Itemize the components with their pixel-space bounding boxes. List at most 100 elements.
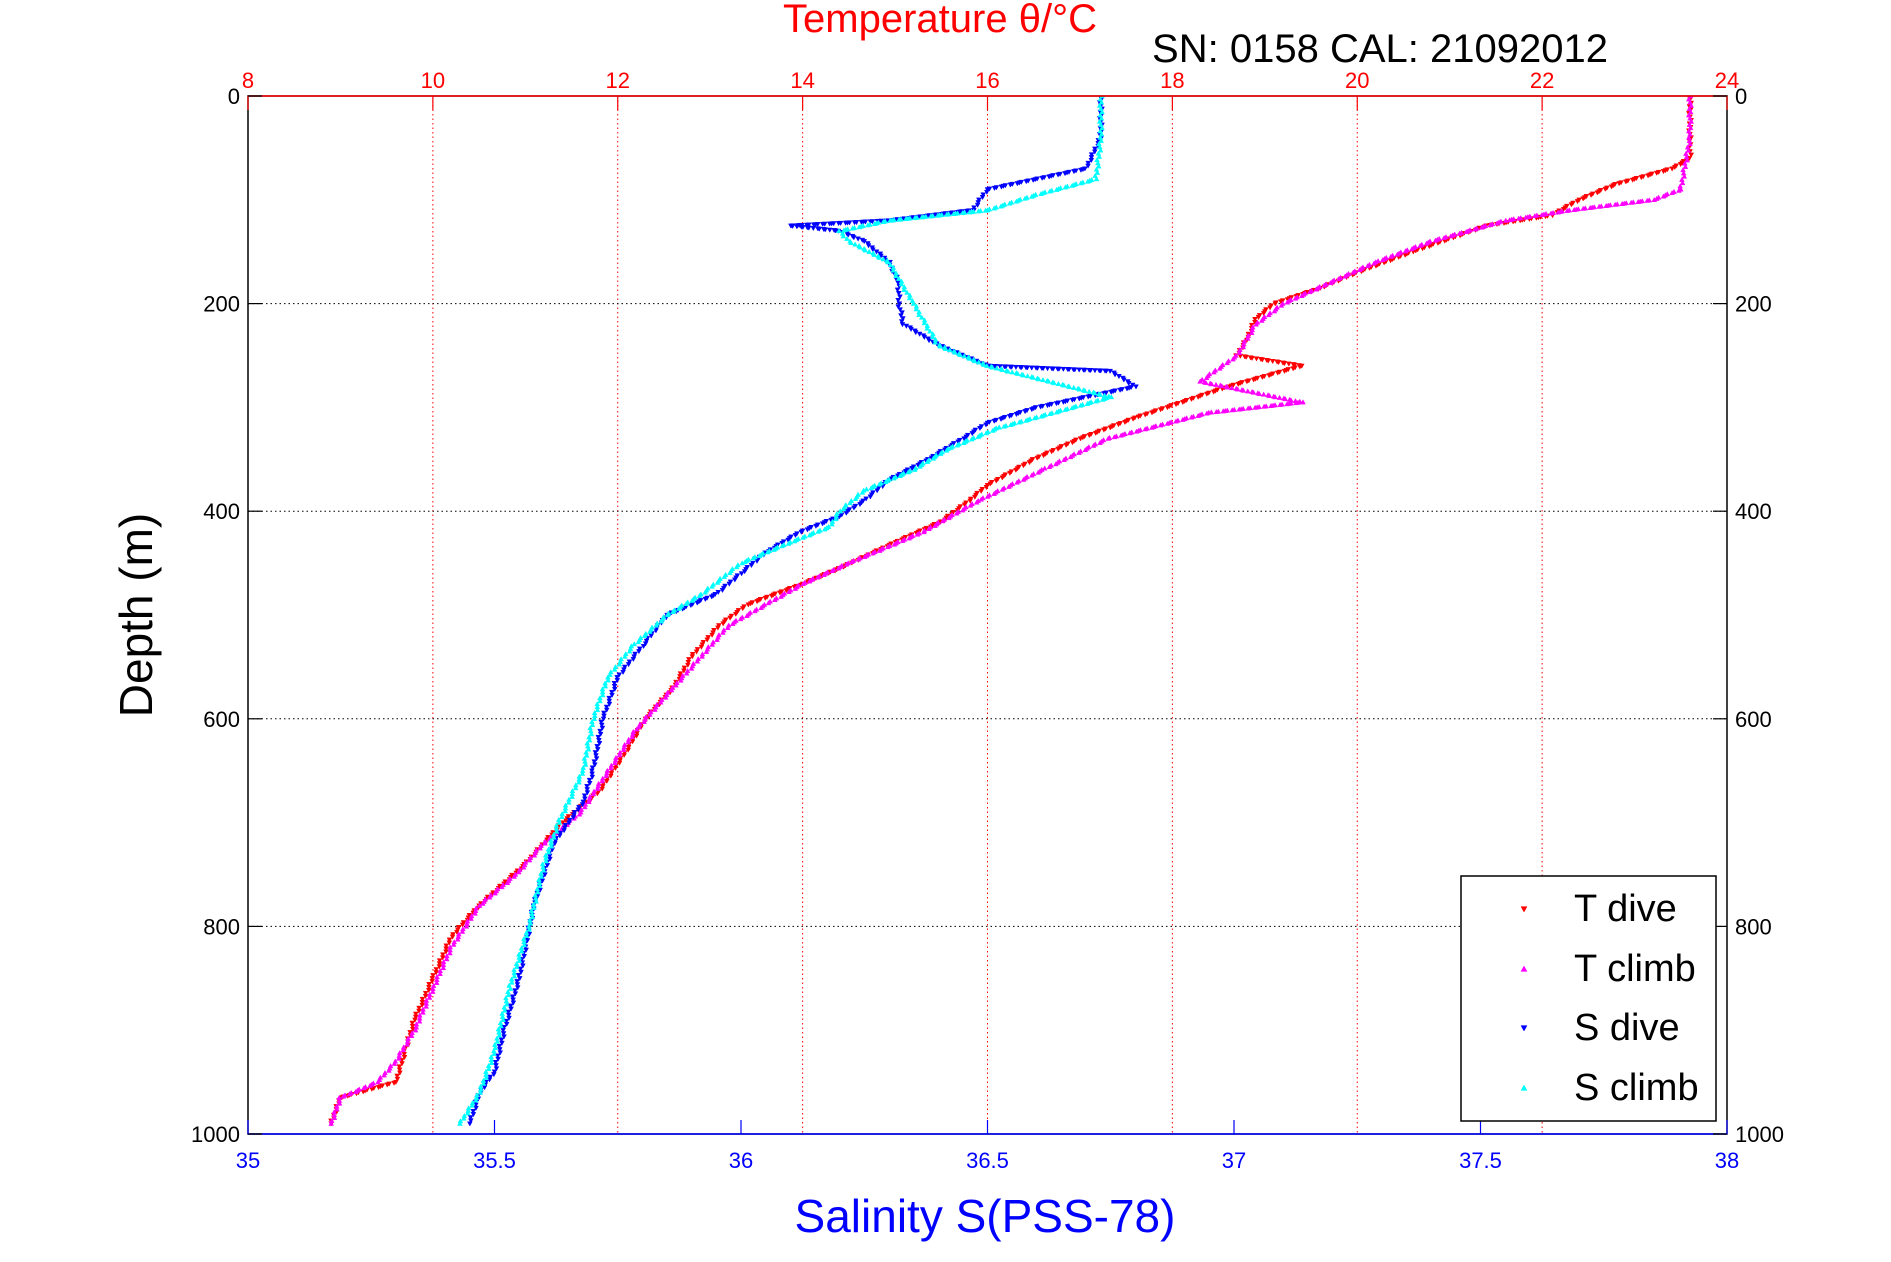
point-s-dive [1050,366,1057,372]
point-s-climb [905,469,912,475]
point-s-dive [1046,174,1052,180]
point-t-climb [744,612,750,618]
point-s-climb [641,632,648,638]
point-s-climb [981,361,987,367]
point-t-climb [463,923,470,929]
point-t-dive [1574,199,1581,205]
point-t-climb [1371,260,1377,266]
point-s-dive [600,716,607,722]
point-t-dive [625,747,632,753]
point-s-climb [785,540,792,546]
point-s-climb [919,214,925,220]
point-s-dive [903,323,910,329]
point-s-climb [849,225,856,231]
point-t-climb [334,1106,340,1112]
point-t-dive [972,494,978,500]
point-s-climb [727,569,733,576]
point-s-dive [561,828,567,834]
point-s-climb [473,1097,479,1103]
point-t-dive [1092,430,1099,436]
point-t-dive [1250,377,1257,383]
point-t-climb [1487,221,1494,228]
point-t-climb [688,665,695,671]
point-t-dive [1007,470,1013,476]
point-t-climb [1213,408,1220,415]
point-t-dive [426,985,432,991]
point-s-dive [1062,171,1068,177]
point-s-climb [464,1110,471,1116]
point-t-climb [1020,476,1027,482]
point-t-climb [629,734,636,740]
point-t-climb [1157,422,1164,428]
point-s-dive [895,297,901,304]
point-s-climb [866,248,873,254]
point-t-climb [608,765,614,771]
point-t-dive [1210,389,1217,395]
point-t-dive [1580,196,1586,202]
instrument-label: SN: 0158 CAL: 21092012 [1152,27,1608,71]
point-s-dive [708,594,715,600]
point-s-climb [477,1089,484,1095]
point-s-climb [929,333,936,339]
point-s-climb [1005,368,1011,374]
point-t-climb [408,1032,415,1039]
point-s-climb [756,552,763,558]
point-s-climb [516,957,523,963]
point-s-dive [606,695,612,701]
point-s-climb [840,233,847,239]
point-s-climb [670,608,676,614]
point-t-climb [694,658,701,664]
point-s-climb [904,289,910,295]
point-s-climb [559,813,565,820]
point-t-dive [1055,446,1061,452]
point-s-dive [566,820,572,826]
point-t-dive [1265,358,1272,364]
point-s-climb [461,1115,467,1121]
point-s-dive [1007,182,1014,188]
top-tick-label: 24 [1715,68,1739,93]
point-t-climb [515,869,522,875]
point-s-dive [505,1012,512,1018]
point-s-dive [1092,146,1098,152]
point-s-dive [851,505,857,511]
point-t-climb [576,811,583,817]
point-s-climb [882,478,889,485]
point-t-climb [426,994,433,1000]
point-s-climb [1029,193,1035,199]
point-s-dive [908,326,914,333]
point-t-climb [468,915,474,921]
point-t-climb [1681,173,1688,179]
point-t-climb [1472,226,1478,232]
point-t-dive [1568,202,1575,208]
point-s-dive [964,208,970,214]
point-t-dive [1020,463,1027,469]
point-s-climb [932,339,939,345]
point-t-climb [1265,312,1272,318]
point-t-dive [720,621,726,627]
point-t-climb [386,1067,392,1073]
point-s-climb [891,475,897,481]
point-s-climb [594,706,601,713]
point-s-dive [1124,386,1130,392]
point-s-dive [589,771,595,777]
point-s-dive [826,227,833,233]
point-s-climb [569,793,575,799]
point-t-climb [443,956,450,962]
point-t-climb [855,556,862,562]
point-s-climb [913,306,920,312]
point-t-climb [724,624,731,630]
point-s-climb [893,273,899,279]
point-t-climb [939,518,946,524]
point-t-climb [758,604,764,610]
point-t-climb [999,486,1006,492]
point-t-dive [1259,357,1266,363]
point-t-dive [391,1080,397,1086]
point-s-climb [521,942,528,948]
point-s-dive [983,422,989,428]
point-s-dive [521,954,528,960]
point-t-climb [1236,349,1243,355]
point-t-climb [340,1093,347,1099]
point-s-climb [862,247,868,253]
point-s-dive [702,596,709,603]
point-s-dive [1006,413,1013,420]
